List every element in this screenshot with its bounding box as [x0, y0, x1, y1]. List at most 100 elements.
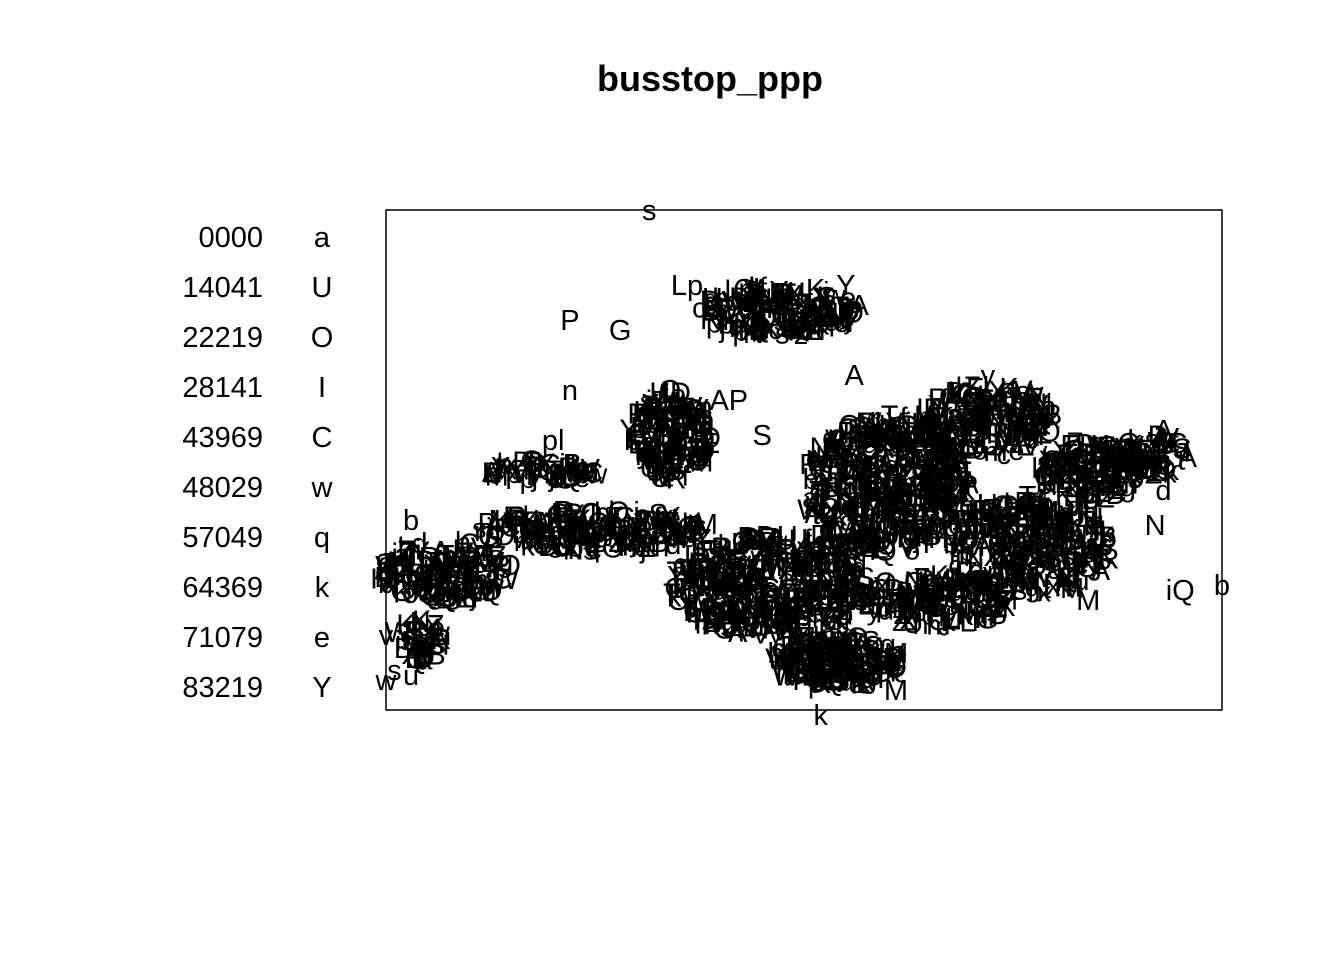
data-point: D [810, 520, 831, 552]
data-point: AP [709, 385, 748, 417]
data-point: o [816, 295, 832, 327]
data-point: U [826, 301, 847, 333]
data-point: y [981, 360, 996, 392]
data-point: B [703, 292, 722, 324]
data-point: U [679, 403, 700, 435]
data-point: h [994, 515, 1010, 547]
legend-symbol: k [315, 572, 330, 604]
data-point: u [403, 660, 419, 692]
data-point: I [774, 299, 782, 331]
data-point: D [700, 285, 721, 317]
data-point: w [778, 311, 801, 343]
data-point: C [729, 308, 750, 340]
data-point: O [1094, 477, 1117, 509]
data-point: y [846, 296, 861, 328]
data-point: B [811, 295, 830, 327]
data-point: e [963, 565, 979, 597]
legend-symbol: C [312, 422, 333, 454]
data-point: m [738, 273, 762, 305]
data-point: A [745, 312, 765, 344]
data-point: P [560, 305, 579, 337]
data-point: L [660, 377, 676, 409]
data-point: d [703, 284, 719, 316]
data-point: Y [840, 307, 859, 339]
data-point: y [839, 299, 854, 331]
data-point: L [753, 273, 769, 305]
data-point: k [813, 700, 828, 732]
data-point: s [532, 516, 547, 548]
data-point: i [823, 277, 829, 309]
data-point: y [651, 514, 666, 546]
data-point: O [683, 394, 706, 426]
legend-value: 43969 [182, 422, 263, 454]
data-point: n [562, 375, 578, 407]
data-point: U [758, 288, 779, 320]
data-point: v [641, 445, 656, 477]
data-point: V [702, 294, 722, 326]
data-point: G [440, 571, 463, 603]
data-point: c [780, 311, 795, 343]
data-point: U [832, 298, 853, 330]
data-point: Y [790, 313, 809, 345]
data-point: M [902, 498, 926, 530]
data-point: x [795, 317, 810, 349]
data-point: J [656, 406, 671, 438]
data-point: D [664, 436, 685, 468]
data-point: I [733, 312, 741, 344]
data-point: w [824, 280, 847, 312]
data-point: L [817, 281, 833, 313]
data-point: f [828, 312, 837, 344]
data-point: Y [836, 270, 855, 302]
data-point: h [773, 641, 789, 673]
data-point: w [563, 456, 586, 488]
data-point: s [742, 276, 757, 308]
data-point: a [802, 299, 819, 331]
data-point: d [799, 560, 815, 592]
data-point: V [743, 274, 763, 306]
data-point: q [806, 309, 822, 341]
data-point: I [750, 316, 758, 348]
data-point: j [750, 277, 757, 309]
data-point: q [750, 295, 766, 327]
data-point: L [742, 287, 758, 319]
data-point: u [728, 311, 744, 343]
data-point: I [778, 284, 786, 316]
data-point: O [733, 274, 756, 306]
data-point: t [705, 291, 713, 323]
data-point: h [753, 307, 769, 339]
data-point: v [752, 315, 767, 347]
data-point: M [689, 446, 713, 478]
data-point: N [410, 607, 431, 639]
data-point: K [493, 505, 513, 537]
legend-value: 14041 [182, 272, 263, 304]
data-point: R [781, 294, 802, 326]
data-point: Q [749, 312, 772, 344]
data-point: c [751, 292, 766, 324]
data-point: D [1014, 487, 1035, 519]
data-point: b [718, 309, 734, 341]
data-point: J [885, 519, 900, 551]
data-point: g [497, 547, 513, 579]
data-point: N [805, 315, 826, 347]
data-point: Y [796, 295, 815, 327]
data-point: j [844, 304, 851, 336]
data-point: L [748, 272, 764, 304]
data-point: v [928, 586, 943, 618]
legend-value: 28141 [182, 372, 263, 404]
data-point: D [702, 295, 723, 327]
data-point: D [1114, 448, 1135, 480]
data-point: s [827, 626, 842, 658]
legend-value: 57049 [182, 522, 263, 554]
data-point: u [383, 551, 399, 583]
data-point: s [764, 288, 779, 320]
data-point: q [818, 293, 834, 325]
data-point: G [817, 303, 840, 335]
data-point: r [808, 314, 818, 346]
data-point: i [774, 290, 780, 322]
legend-value: 0000 [198, 222, 263, 254]
legend-symbol: e [314, 622, 330, 654]
data-point: B [789, 299, 808, 331]
data-point: y [773, 280, 788, 312]
data-point: z [748, 307, 763, 339]
data-point: B [788, 307, 807, 339]
